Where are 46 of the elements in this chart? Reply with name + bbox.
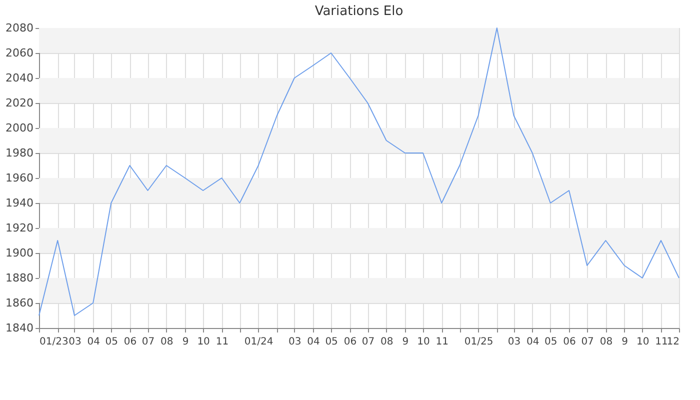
y-tick-label: 1840 [6, 322, 34, 334]
x-tick-label: 08 [600, 336, 613, 348]
y-tick-label: 1960 [6, 172, 34, 184]
x-tick-label: 04 [307, 336, 320, 348]
x-tick-label: 11 [436, 336, 448, 348]
x-tick-label: 08 [160, 336, 174, 348]
x-tick-label: 10 [417, 336, 430, 348]
x-tick-label: 03 [68, 336, 82, 348]
x-tick-label: 01/24 [244, 336, 274, 348]
x-tick-label: 07 [362, 336, 375, 348]
x-tick-label: 10 [636, 336, 650, 348]
x-tick-label: 07 [581, 336, 594, 348]
y-tick-label: 1860 [6, 296, 34, 310]
y-tick-label: 2080 [6, 22, 34, 34]
x-tick-label: 07 [142, 336, 155, 348]
y-tick-label: 2060 [6, 46, 34, 60]
x-tick-label: 04 [87, 336, 100, 348]
y-tick-label: 1900 [6, 246, 34, 260]
x-tick-label: 9 [182, 336, 189, 348]
x-tick-label: 01/23 [40, 336, 68, 348]
x-tick-label: 04 [526, 336, 540, 348]
x-tick-label: 05 [544, 336, 558, 348]
y-tick-label: 1940 [6, 196, 34, 210]
x-tick-label: 01/25 [464, 336, 494, 348]
x-tick-label: 11 [216, 336, 229, 348]
x-tick-label: 10 [197, 336, 210, 348]
line-series [38, 28, 680, 316]
x-tick-label: 06 [344, 336, 357, 348]
x-tick-label: 06 [124, 336, 137, 348]
x-tick-label: 03 [288, 336, 302, 348]
x-tick-label: 03 [508, 336, 521, 348]
y-tick-label: 1880 [6, 272, 34, 284]
y-tick-label: 1920 [6, 222, 34, 234]
chart-title: Variations Elo [314, 4, 404, 19]
y-tick-label: 2000 [6, 122, 34, 134]
x-tick-label: 9 [622, 336, 628, 348]
y-tick-label: 2040 [6, 72, 34, 84]
x-tick-label: 08 [380, 336, 394, 348]
x-tick-label: 11 [655, 336, 668, 348]
x-tick-label: 05 [325, 336, 338, 348]
x-tick-label: 9 [402, 336, 409, 348]
y-tick-label: 2020 [6, 96, 34, 110]
x-tick-label: 06 [563, 336, 576, 348]
x-tick-label: 05 [105, 336, 118, 348]
x-tick-label: 12 [666, 336, 680, 348]
y-tick-label: 1980 [6, 146, 34, 160]
